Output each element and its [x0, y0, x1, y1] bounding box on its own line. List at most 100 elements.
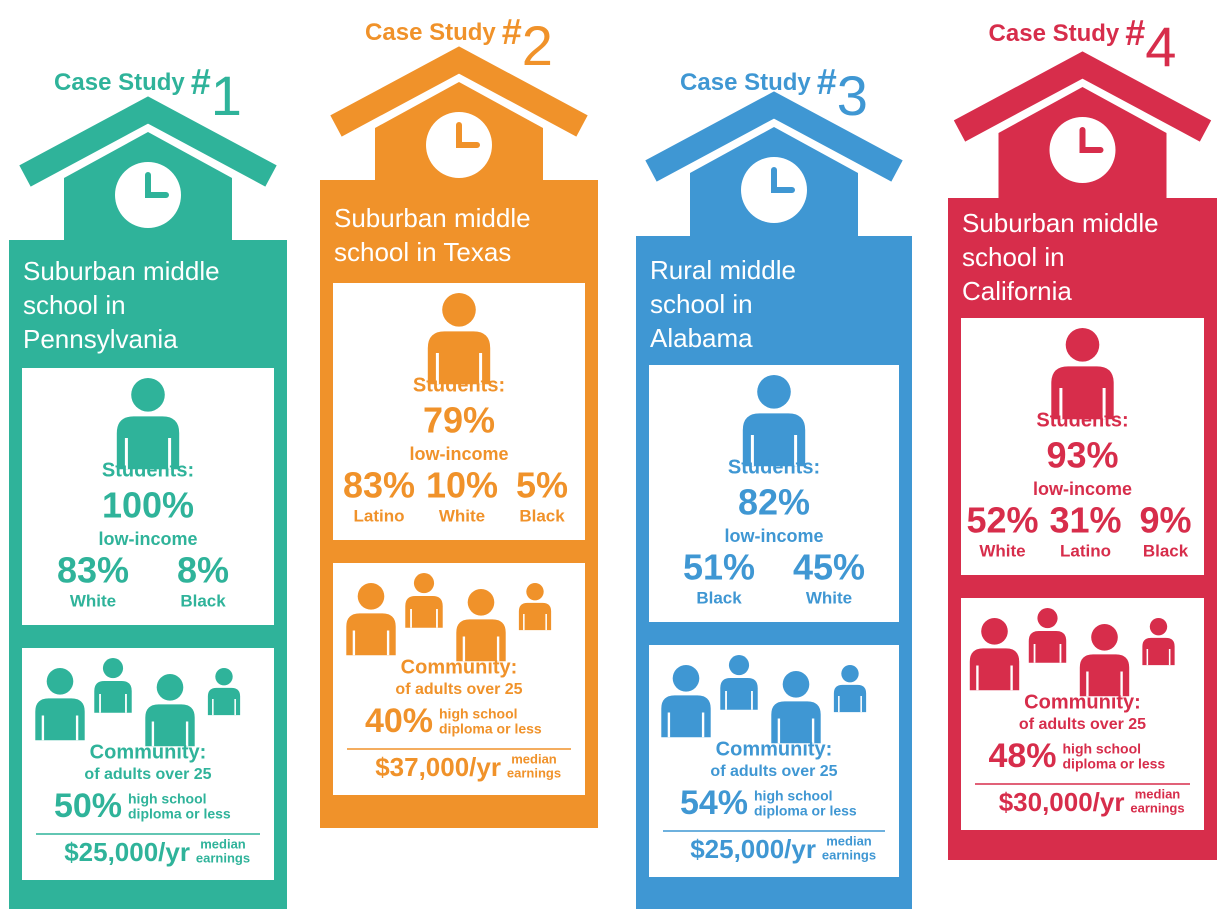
person-body	[346, 613, 396, 656]
person-body	[661, 695, 711, 738]
group-pct: 31%	[1049, 500, 1121, 541]
heading-hash: #	[191, 61, 211, 102]
education-label: diploma or less	[128, 806, 231, 822]
earnings: $37,000/yr	[375, 752, 501, 782]
person-body	[518, 602, 552, 631]
person-head	[102, 658, 124, 679]
group-name: Latino	[1060, 541, 1111, 560]
person-head	[357, 583, 385, 610]
person-head	[526, 583, 544, 601]
education-label: high school	[754, 788, 833, 804]
education-pct: 50%	[54, 787, 122, 825]
earnings-label: earnings	[822, 847, 876, 862]
heading-number: 4	[1145, 15, 1176, 78]
clock-hands	[456, 122, 480, 148]
community-label: Community:	[1024, 691, 1141, 713]
group-name: Black	[1143, 541, 1189, 560]
school-title: California	[962, 276, 1072, 306]
person-head	[131, 378, 165, 412]
school-title: school in	[650, 289, 753, 319]
community-sub: of adults over 25	[1019, 716, 1146, 733]
person-head	[672, 665, 700, 692]
heading-text: Case Study	[365, 19, 496, 46]
school-title: Suburban middle	[334, 203, 531, 233]
school-title: Pennsylvania	[23, 324, 178, 354]
house-roof	[330, 46, 588, 137]
person-head	[757, 375, 791, 409]
school-title: Alabama	[650, 323, 753, 353]
person-body	[94, 681, 132, 713]
person-body	[720, 678, 758, 710]
person-head	[1065, 328, 1100, 362]
person-body	[145, 704, 195, 747]
income-pct: 79%	[423, 400, 495, 441]
community-label: Community:	[716, 738, 833, 760]
students-label: Students:	[102, 459, 194, 481]
heading-text: Case Study	[54, 69, 185, 96]
clock-hands	[771, 167, 795, 193]
group-name: Black	[519, 506, 565, 525]
earnings-label: earnings	[1130, 800, 1184, 815]
group-name: White	[979, 541, 1025, 560]
person-body	[405, 596, 443, 628]
person-body	[1079, 654, 1130, 697]
person-head	[1149, 618, 1168, 636]
education-label: high school	[128, 791, 207, 807]
students-label: Students:	[413, 374, 505, 396]
education-pct: 54%	[680, 784, 748, 822]
school-title: school in	[23, 290, 126, 320]
earnings-label: earnings	[196, 850, 250, 865]
group-pct: 5%	[516, 465, 568, 506]
person-head	[156, 674, 184, 701]
income-label: low-income	[98, 529, 197, 549]
case-heading: Case Study #2	[365, 11, 553, 77]
school-title: school in Texas	[334, 237, 511, 267]
case-study: Case Study #1 Suburban middle school in Penn…	[9, 61, 287, 909]
person-body	[456, 619, 506, 662]
education-label: high school	[1063, 741, 1142, 757]
community-sub: of adults over 25	[710, 763, 837, 780]
education-pct: 48%	[988, 737, 1056, 775]
case-heading: Case Study #4	[989, 12, 1177, 78]
earnings: $30,000/yr	[999, 787, 1125, 817]
education-label: diploma or less	[1063, 756, 1166, 772]
group-name: Latino	[354, 506, 405, 525]
person-head	[782, 671, 810, 698]
income-label: low-income	[724, 526, 823, 546]
income-label: low-income	[1033, 479, 1132, 499]
person-body	[207, 687, 241, 716]
heading-hash: #	[817, 61, 837, 102]
person-body	[116, 416, 180, 470]
income-label: low-income	[409, 444, 508, 464]
group-name: White	[70, 591, 116, 610]
group-name: White	[439, 506, 485, 525]
person-body	[771, 701, 821, 744]
heading-hash: #	[502, 11, 522, 52]
community-label: Community:	[401, 656, 518, 678]
heading-number: 3	[837, 64, 868, 127]
person-body	[969, 648, 1020, 691]
person-head	[841, 665, 859, 683]
house-roof	[953, 51, 1212, 142]
person-body	[1142, 637, 1175, 666]
school-title: Rural middle	[650, 255, 796, 285]
income-pct: 82%	[738, 482, 810, 523]
earnings-label: median	[511, 751, 557, 766]
heading-hash: #	[1125, 12, 1145, 53]
case-heading: Case Study #3	[680, 61, 868, 127]
person-head	[981, 618, 1008, 645]
group-pct: 9%	[1139, 500, 1191, 541]
person-head	[442, 293, 476, 327]
group-pct: 83%	[343, 465, 415, 506]
education-label: diploma or less	[439, 721, 542, 737]
community-sub: of adults over 25	[395, 681, 522, 698]
person-head	[1091, 624, 1118, 651]
person-head	[413, 573, 435, 594]
group-pct: 10%	[426, 465, 498, 506]
heading-number: 2	[522, 14, 553, 77]
income-pct: 93%	[1046, 435, 1118, 476]
person-body	[35, 698, 85, 741]
person-body	[742, 413, 806, 467]
person-head	[215, 668, 233, 686]
